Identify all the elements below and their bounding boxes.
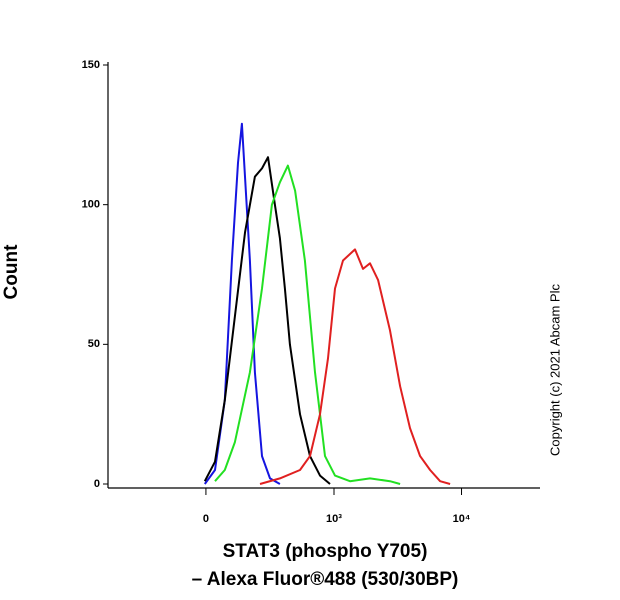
x-tick-label: 0 (203, 513, 209, 525)
copyright: Copyright (c) 2021 Abcam Plc (547, 284, 562, 456)
y-axis-label: Count (1, 244, 22, 300)
histogram-line (259, 248, 451, 485)
x-axis-label: STAT3 (phospho Y705) (223, 541, 428, 562)
histogram-line (203, 122, 281, 485)
y-tick-label: 150 (82, 59, 100, 71)
histogram-line (203, 156, 331, 485)
x-axis-label: – Alexa Fluor®488 (530/30BP) (192, 569, 459, 590)
x-tick-label: 10⁴ (453, 513, 471, 525)
y-tick-label: 0 (94, 478, 100, 490)
histogram-line (214, 164, 401, 485)
y-tick-label: 50 (88, 338, 100, 350)
x-tick-label: 10³ (326, 513, 342, 525)
y-tick-label: 100 (82, 199, 100, 211)
